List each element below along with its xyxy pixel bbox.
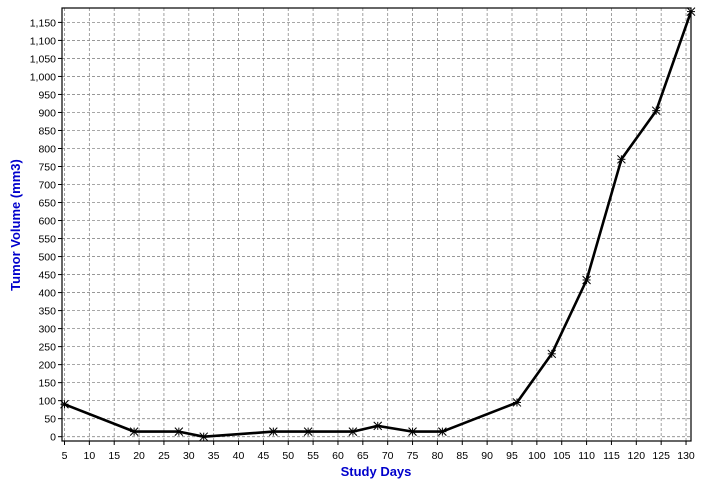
data-point-marker	[268, 427, 278, 436]
y-tick-label: 350	[38, 306, 56, 318]
x-tick-label: 80	[432, 450, 444, 462]
data-point-marker	[408, 427, 417, 436]
x-tick-label: 5	[62, 450, 68, 462]
plot-area-border	[61, 7, 692, 442]
x-tick-label: 115	[603, 450, 620, 462]
x-tick-label: 105	[553, 450, 571, 462]
data-point-marker	[303, 427, 313, 436]
y-tick-label: 800	[38, 143, 56, 155]
y-tick-label: 150	[38, 378, 56, 390]
x-tick-label: 75	[407, 450, 419, 462]
x-tick-label: 130	[677, 450, 695, 462]
x-axis-title: Study Days	[341, 464, 412, 479]
y-tick-label: 0	[50, 432, 56, 444]
x-tick-label: 120	[628, 450, 646, 462]
y-tick-label: 300	[38, 324, 56, 336]
y-tick-label: 900	[38, 107, 56, 119]
x-tick-label: 125	[652, 450, 670, 462]
x-tick-label: 50	[282, 450, 294, 462]
y-tick-label: 1,000	[30, 71, 56, 83]
series-line	[64, 11, 693, 439]
y-axis-title: Tumor Volume (mm3)	[8, 159, 23, 291]
y-tick-label: 600	[38, 216, 56, 228]
data-point-marker	[512, 398, 522, 407]
x-tick-label: 100	[528, 450, 546, 462]
data-point-marker	[686, 7, 696, 16]
data-point-marker	[438, 427, 447, 436]
x-tick-label: 70	[382, 450, 394, 462]
x-tick-label: 45	[258, 450, 270, 462]
data-point-marker	[129, 427, 139, 436]
y-tick-label: 100	[38, 396, 56, 408]
y-tick-label: 250	[38, 342, 56, 354]
data-point-marker	[174, 427, 184, 436]
grid	[62, 8, 691, 441]
data-point-marker	[547, 349, 557, 359]
x-tick-label: 110	[578, 450, 595, 462]
data-point-marker	[348, 427, 358, 436]
axis-ticks: 5 10 15 20 25 30 35 40 45 50 55 60 65 70 75 80 85 90 95 100…	[30, 17, 695, 462]
y-tick-label: 550	[38, 234, 56, 246]
x-tick-label: 95	[506, 450, 518, 462]
x-tick-label: 15	[108, 450, 120, 462]
x-tick-label: 60	[332, 450, 344, 462]
y-tick-label: 400	[38, 288, 56, 300]
y-tick-label: 450	[38, 270, 56, 282]
x-tick-label: 55	[307, 450, 319, 462]
y-tick-label: 1,050	[30, 53, 56, 65]
y-tick-label: 1,150	[30, 17, 56, 29]
x-tick-label: 10	[84, 450, 96, 462]
data-point-marker	[651, 106, 661, 116]
x-tick-label: 90	[481, 450, 493, 462]
x-tick-label: 20	[133, 450, 145, 462]
y-tick-label: 50	[44, 414, 56, 426]
x-tick-label: 65	[357, 450, 369, 462]
x-tick-label: 40	[233, 450, 245, 462]
y-tick-label: 1,100	[30, 35, 56, 47]
data-point-marker	[582, 275, 591, 285]
x-tick-label: 35	[208, 450, 220, 462]
y-tick-label: 950	[38, 89, 56, 101]
series	[60, 7, 696, 442]
data-point-marker	[60, 399, 69, 409]
data-point-marker	[617, 154, 626, 164]
x-tick-label: 30	[183, 450, 195, 462]
plot-frame	[61, 7, 692, 442]
y-tick-label: 650	[38, 198, 56, 210]
y-tick-label: 850	[38, 125, 56, 137]
x-tick-label: 85	[456, 450, 468, 462]
data-point-marker	[373, 421, 383, 431]
data-point-marker	[199, 432, 209, 442]
y-tick-label: 700	[38, 180, 56, 192]
y-tick-label: 750	[38, 162, 56, 174]
x-tick-label: 25	[158, 450, 170, 462]
y-tick-label: 500	[38, 252, 56, 264]
y-tick-label: 200	[38, 360, 56, 372]
